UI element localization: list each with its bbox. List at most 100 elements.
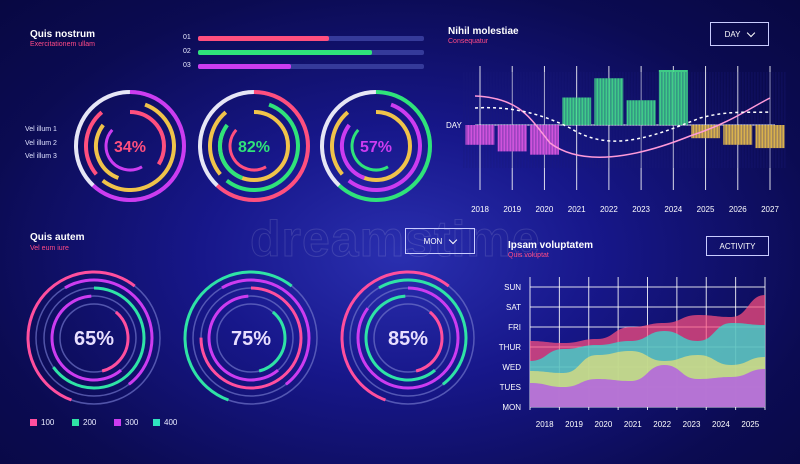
ring-arc [84,100,176,192]
panel-title: Quis autem [30,232,85,243]
ring-arc [104,120,156,172]
legend-label: 300 [125,418,139,427]
y-tick-label: SAT [506,303,521,312]
x-tick-label: 2021 [568,205,586,214]
x-tick-label: 2020 [595,420,613,429]
bar [529,125,559,155]
bar [594,78,624,125]
ring-arc [320,90,432,202]
bottom-ring-gauges: 65% 75% 85% [26,270,476,406]
x-tick-label: 2019 [503,205,521,214]
bar [658,70,688,125]
legend-swatch [30,419,37,427]
panel-subtitle: Vel eum iure [30,245,69,252]
bar-number: 03 [183,62,191,69]
y-tick-label: SUN [504,283,521,292]
top-bar-chart: 2018 2019 2020 2021 2022 2023 2024 2025 2026 2027… [446,66,786,214]
legend-item: 400 [153,418,177,427]
x-tick-label: 2018 [536,420,554,429]
ring-arc [74,90,186,202]
legend-swatch [114,419,121,427]
bar-number: 01 [183,34,191,41]
ring-percent-label: 57% [360,139,392,156]
bar [562,97,592,125]
x-tick-label: 2026 [729,205,747,214]
ring-percent-label: 75% [231,328,271,350]
ring-arc [58,302,130,374]
x-tick-label: 2022 [653,420,671,429]
ring-arc [198,90,310,202]
bar [497,125,527,152]
ring-arc [215,302,287,374]
day-dropdown-label: DAY [724,29,741,39]
panel-title: Ipsam voluptatem [508,240,594,251]
ring-arc [228,120,280,172]
ring-arc [330,100,422,192]
ring-percent-label: 82% [238,139,270,156]
ring-value-arc [340,110,412,182]
y-tick-label: TUES [500,383,521,392]
ring-percent-label: 34% [114,139,146,156]
ring-value-arc [199,286,303,390]
ring-percent-label: 65% [74,328,114,350]
ring-arc [183,270,319,406]
x-tick-label: 2025 [741,420,759,429]
progress-fill [198,50,373,55]
y-tick-label: MON [502,403,521,412]
progress-track [198,64,424,69]
panel-title: Quis nostrum [30,29,96,40]
x-tick-label: 2023 [632,205,650,214]
day-dropdown[interactable]: DAY [710,22,769,46]
panel-subtitle: Quis voluptat [508,252,549,259]
legend-label: 100 [41,418,55,427]
ring-value-arc [94,110,166,182]
chevron-down-icon [747,28,756,37]
row-label-2: Vel illum 2 [25,140,57,147]
x-tick-label: 2019 [565,420,583,429]
row-label-1: Vel illum 1 [25,126,57,133]
legend-swatch [153,419,160,427]
x-tick-label: 2024 [664,205,682,214]
ring-percent-label: 85% [388,328,428,350]
bar-number: 02 [183,48,191,55]
bar [465,125,495,145]
watermark: dreamstime [250,211,541,268]
panel-title: Nihil molestiae [448,26,519,37]
y-tick-label: WED [502,363,521,372]
ring-arc [372,302,444,374]
mon-dropdown[interactable]: MON [405,228,475,254]
x-tick-label: 2021 [624,420,642,429]
trend-line-dashed [474,106,771,142]
ring-value-arc [356,286,460,390]
row-label-3: Vel illum 3 [25,153,57,160]
legend-label: 400 [164,418,178,427]
chevron-down-icon [449,235,458,244]
bar [755,125,785,149]
x-tick-label: 2018 [471,205,489,214]
legend-item: 100 [30,418,54,427]
top-ring-gauges: 34% 82% 57% [74,90,432,202]
mon-dropdown-label: MON [423,236,443,246]
ring-arc [207,294,295,382]
legend-item: 300 [114,418,138,427]
ring-value-arc [42,286,146,390]
panel-subtitle: Consequatur [448,38,489,45]
ring-arc [350,120,402,172]
bar [723,125,753,145]
ring-arc [364,294,452,382]
progress-track [198,36,424,41]
ring-arc [84,100,176,192]
x-tick-label: 2020 [536,205,554,214]
progress-track [198,50,424,55]
ring-arc [330,100,422,192]
panel-subtitle: Exercitationem ullam [30,41,95,48]
legend-item: 200 [72,418,96,427]
y-axis-label: DAY [446,121,463,130]
progress-fill [198,64,291,69]
area-series [530,365,765,407]
ring-arc [208,100,300,193]
activity-button[interactable]: ACTIVITY [706,236,769,256]
x-tick-label: 2025 [697,205,715,214]
bottom-area-chart: MON TUES WED THUR FRI SAT SUN 2018 2019 2020 2021 2… [499,277,766,429]
ring-arc [26,270,162,406]
